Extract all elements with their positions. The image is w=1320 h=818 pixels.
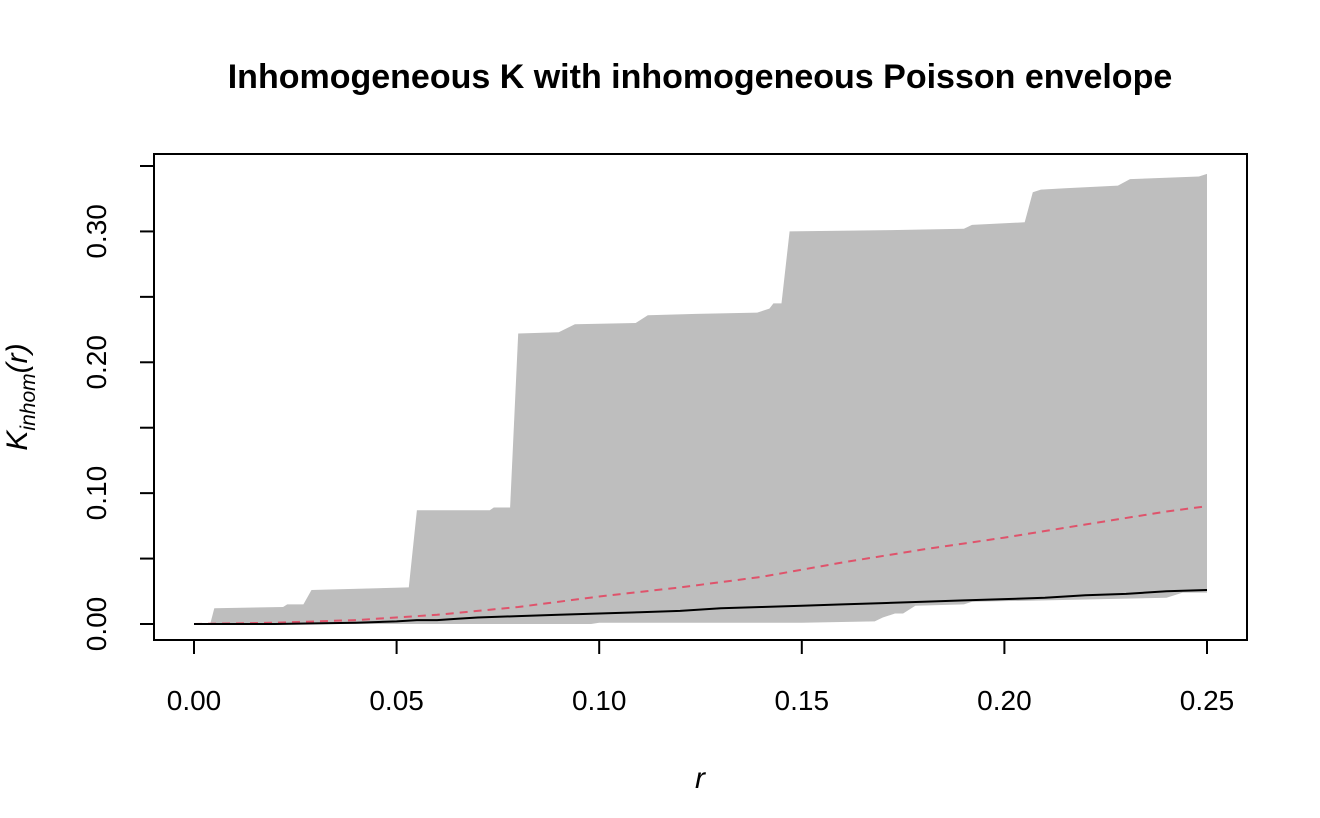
y-tick-label: 0.20 — [81, 335, 112, 390]
y-tick-label: 0.30 — [81, 204, 112, 259]
x-tick-label: 0.15 — [775, 685, 830, 716]
chart-title: Inhomogeneous K with inhomogeneous Poiss… — [228, 58, 1173, 96]
y-tick-label: 0.00 — [81, 597, 112, 652]
x-tick-label: 0.00 — [167, 685, 222, 716]
y-axis: 0.00 0.10 0.20 0.30 — [81, 165, 155, 652]
y-axis-label: Kinhom(r) — [1, 343, 40, 450]
y-axis-label-arg: (r) — [1, 343, 34, 373]
plot-area — [193, 173, 1208, 625]
y-axis-label-sub: inhom — [17, 373, 40, 430]
y-tick-label: 0.10 — [81, 466, 112, 520]
x-tick-label: 0.05 — [369, 685, 424, 716]
y-axis-label-main: K — [1, 429, 34, 451]
x-tick-label: 0.10 — [572, 685, 627, 716]
x-tick-label: 0.20 — [977, 685, 1032, 716]
envelope-band — [194, 173, 1207, 624]
x-axis: 0.00 0.05 0.10 0.15 0.20 0.25 — [167, 639, 1235, 716]
theoretical-line — [193, 505, 1208, 625]
x-tick-label: 0.25 — [1180, 685, 1235, 716]
x-axis-label: r — [695, 762, 706, 795]
observed-line — [194, 589, 1208, 625]
